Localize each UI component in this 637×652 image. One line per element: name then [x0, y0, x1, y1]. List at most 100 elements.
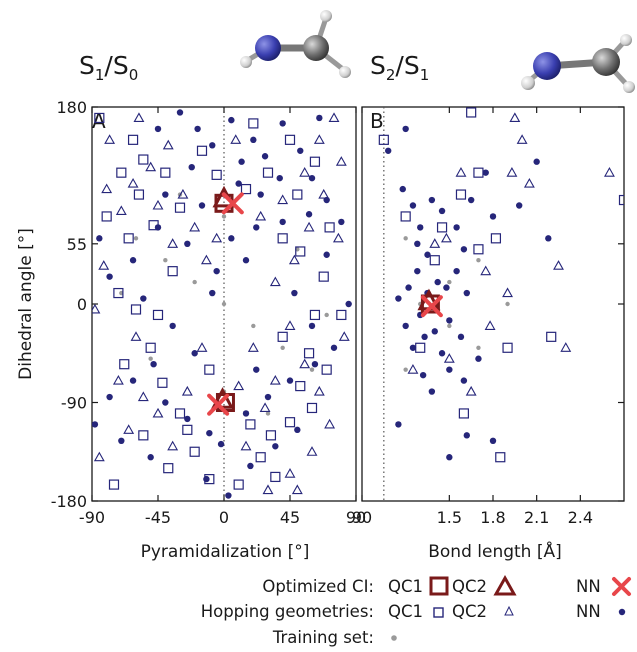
- hopping-nn-point: [272, 443, 279, 450]
- hopping-qc2-point: [291, 484, 303, 495]
- hopping-nn-point: [414, 267, 421, 275]
- optimized-ci-nn-point: [207, 393, 230, 416]
- hopping-qc1-point: [116, 167, 127, 178]
- hopping-qc2-point: [104, 134, 116, 144]
- hopping-qc1-point: [546, 331, 557, 342]
- training-set-point: [447, 323, 452, 329]
- hopping-qc2-point: [189, 221, 201, 232]
- hopping-qc2-point: [429, 238, 441, 248]
- hopping-nn-point: [482, 169, 489, 176]
- hopping-qc1-point: [163, 463, 174, 474]
- training-set-point: [309, 367, 315, 372]
- hopping-qc1-point: [130, 304, 142, 315]
- hopping-qc1-point: [618, 194, 624, 206]
- hopping-nn-point: [489, 213, 497, 220]
- hopping-nn-point: [438, 350, 446, 357]
- training-set-point: [251, 323, 256, 329]
- hopping-qc1-point: [108, 479, 120, 490]
- hopping-qc2-point: [277, 194, 289, 205]
- hopping-qc1-point: [248, 118, 259, 129]
- hopping-nn-point: [118, 437, 125, 445]
- hopping-qc2-point: [93, 451, 105, 462]
- hopping-nn-point: [316, 114, 323, 122]
- hopping-qc1-point: [240, 183, 252, 195]
- hopping-qc1-point: [295, 380, 306, 392]
- hopping-nn-point: [225, 492, 232, 499]
- hopping-qc2-point: [509, 112, 521, 122]
- legend-hopping-qc2: QC2: [452, 602, 487, 621]
- hopping-qc2-point: [137, 391, 149, 402]
- hopping-nn-point: [286, 377, 294, 384]
- hopping-qc1-point: [458, 408, 469, 419]
- hopping-nn-point: [417, 224, 424, 231]
- hopping-qc2-point: [123, 424, 135, 434]
- hopping-nn-point: [409, 344, 417, 351]
- hopping-qc1-point: [204, 364, 215, 375]
- hopping-nn-point: [106, 393, 113, 401]
- hopping-qc2-point: [506, 167, 518, 177]
- hopping-qc1-point: [336, 309, 347, 321]
- hopping-qc2-point: [443, 353, 455, 363]
- hopping-qc1-point: [94, 112, 105, 124]
- hopping-nn-point: [463, 289, 470, 297]
- hopping-nn-point: [150, 360, 157, 368]
- hopping-nn-point: [184, 415, 191, 423]
- panel-b-label: B: [370, 109, 384, 133]
- hopping-nn-point: [438, 207, 446, 215]
- hopping-qc2-point: [465, 385, 477, 396]
- panel-a-x-tick-label: -90: [79, 508, 105, 527]
- hopping-nn-point: [276, 174, 283, 182]
- panel-b-x-tick-label: 90: [352, 508, 372, 527]
- panel-a-title: S1/S0: [79, 51, 138, 84]
- hopping-nn-point: [467, 196, 475, 204]
- panel-a-x-tick-label: 90: [346, 508, 366, 527]
- hopping-qc2-point: [167, 440, 179, 451]
- hopping-qc2-point: [284, 468, 296, 478]
- hopping-qc2-point: [440, 232, 452, 243]
- hopping-qc2-point: [299, 167, 311, 177]
- hopping-qc1-point: [160, 167, 171, 178]
- hopping-nn-point: [194, 125, 201, 133]
- y-tick-label: 55: [67, 235, 87, 254]
- hopping-nn-point: [203, 475, 210, 483]
- legend-large-triangle-marker: [493, 574, 517, 596]
- hopping-qc2-point: [230, 134, 242, 144]
- hopping-nn-point: [446, 366, 453, 373]
- hopping-nn-point: [253, 366, 260, 373]
- panel-a-x-tick-label: 45: [280, 508, 300, 527]
- panel-b-x-tick-label: 1.8: [480, 508, 505, 527]
- hopping-qc2-point: [240, 440, 252, 451]
- panel-b-x-tick-label: 1.5: [437, 508, 462, 527]
- hopping-qc2-point: [200, 254, 212, 265]
- hopping-nn-point: [213, 267, 220, 275]
- hopping-qc1-point: [119, 359, 130, 370]
- hopping-nn-point: [428, 388, 436, 395]
- hopping-qc2-point: [338, 331, 350, 341]
- hopping-qc2-point: [262, 484, 274, 495]
- hopping-nn-point: [323, 196, 330, 204]
- hopping-qc1-point: [429, 255, 440, 266]
- hopping-qc1-point: [255, 452, 266, 463]
- hopping-nn-point: [217, 440, 225, 448]
- hopping-qc1-point: [466, 107, 477, 118]
- hopping-qc2-point: [484, 320, 496, 330]
- hopping-nn-point: [129, 377, 137, 384]
- hopping-qc2-point: [112, 374, 124, 385]
- hopping-qc2-point: [196, 342, 208, 352]
- hopping-nn-point: [308, 174, 316, 182]
- panel-a-label: A: [92, 109, 106, 133]
- hopping-nn-point: [257, 191, 264, 198]
- hopping-qc1-point: [378, 134, 389, 145]
- hopping-qc1-point: [145, 342, 156, 353]
- x-axis-label-b: Bond length [Å]: [428, 540, 562, 562]
- hopping-qc2-point: [604, 167, 615, 177]
- hopping-nn-point: [140, 295, 147, 302]
- panel-b-plot: [378, 107, 624, 501]
- hopping-nn-point: [402, 125, 409, 133]
- hopping-qc2-point: [247, 342, 259, 352]
- hopping-qc1-point: [306, 402, 318, 414]
- hopping-nn-point: [162, 399, 169, 406]
- x-axis-label-a: Pyramidalization [°]: [141, 542, 310, 562]
- hopping-qc2-point: [553, 260, 564, 270]
- hopping-nn-point: [311, 360, 319, 368]
